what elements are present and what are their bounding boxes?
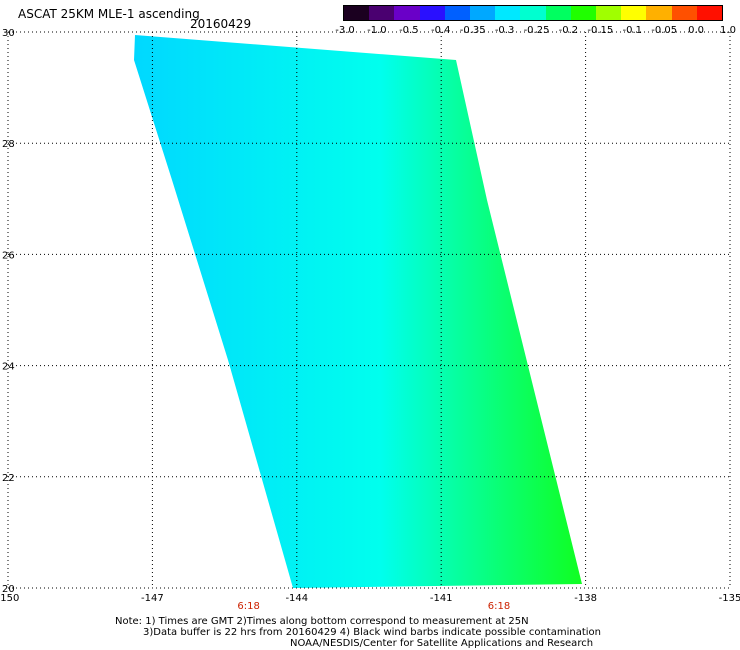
colorbar-label: -0.4 <box>430 25 451 36</box>
colorbar-label: -0.2 <box>558 25 579 36</box>
colorbar <box>343 5 723 21</box>
lon-tick-label: -147 <box>141 593 164 604</box>
lon-tick-label: -135 <box>719 593 740 604</box>
colorbar-label: -1.0 <box>367 25 387 36</box>
colorbar-label: 1.0 <box>720 25 736 36</box>
lon-tick-label: -141 <box>430 593 453 604</box>
colorbar-label: -0.1 <box>622 25 643 36</box>
time-labels: 6:18 6:18 <box>237 601 510 612</box>
colorbar-swatch <box>545 6 571 20</box>
swath-polygon <box>134 35 582 588</box>
colorbar-swatch <box>394 6 420 20</box>
colorbar-swatch <box>646 6 672 20</box>
time-label: 6:18 <box>237 601 259 612</box>
colorbar-swatch <box>696 6 723 20</box>
footer-credit: NOAA/NESDIS/Center for Satellite Applica… <box>290 638 594 649</box>
lon-tick-label: -144 <box>285 593 308 604</box>
colorbar-swatch <box>596 6 622 20</box>
colorbar-swatch <box>495 6 521 20</box>
lon-tick-label: -138 <box>574 593 597 604</box>
colorbar-swatch <box>671 6 697 20</box>
colorbar-label: -0.15 <box>587 25 614 36</box>
colorbar-swatch <box>369 6 395 20</box>
lat-tick-label: 22 <box>2 473 15 484</box>
footer-note-2: 3)Data buffer is 22 hrs from 20160429 4)… <box>143 627 601 638</box>
colorbar-swatch <box>470 6 496 20</box>
grid-lines <box>7 31 731 589</box>
colorbar-swatch <box>444 6 471 20</box>
colorbar-label: -0.05 <box>651 25 678 36</box>
map-date: 20160429 <box>190 17 252 31</box>
colorbar-swatch <box>621 6 647 20</box>
colorbar-label: 0.0 <box>688 25 705 36</box>
footer-note-1: Note: 1) Times are GMT 2)Times along bot… <box>115 616 529 627</box>
lat-tick-label: 24 <box>2 362 15 373</box>
colorbar-label: -0.3 <box>494 25 515 36</box>
colorbar-label: -0.5 <box>399 25 419 36</box>
colorbar-label: -0.25 <box>523 25 550 36</box>
colorbar-labels: -3.0 -1.0 -0.5 -0.4 -0.35 -0.3 -0.25 -0.2 -0.15-… <box>330 25 736 37</box>
lat-tick-label: 28 <box>2 139 15 150</box>
colorbar-swatch <box>520 6 546 20</box>
map-title: ASCAT 25KM MLE-1 ascending <box>18 7 200 21</box>
colorbar-label: -0.35 <box>459 25 486 36</box>
colorbar-label: -3.0 <box>335 25 355 36</box>
time-label: 6:18 <box>488 601 510 612</box>
lon-tick-label: -150 <box>0 593 19 604</box>
lat-tick-label: 30 <box>2 28 15 39</box>
lat-tick-label: 20 <box>2 584 15 595</box>
colorbar-swatch <box>570 6 597 20</box>
lat-tick-label: 26 <box>2 250 15 261</box>
colorbar-swatch <box>344 6 370 20</box>
colorbar-swatch <box>419 6 445 20</box>
axis-labels: -150 -147 -144 -141 -138 -135 20 22 24 26 28 30 <box>0 28 740 604</box>
data-swath <box>134 35 582 588</box>
